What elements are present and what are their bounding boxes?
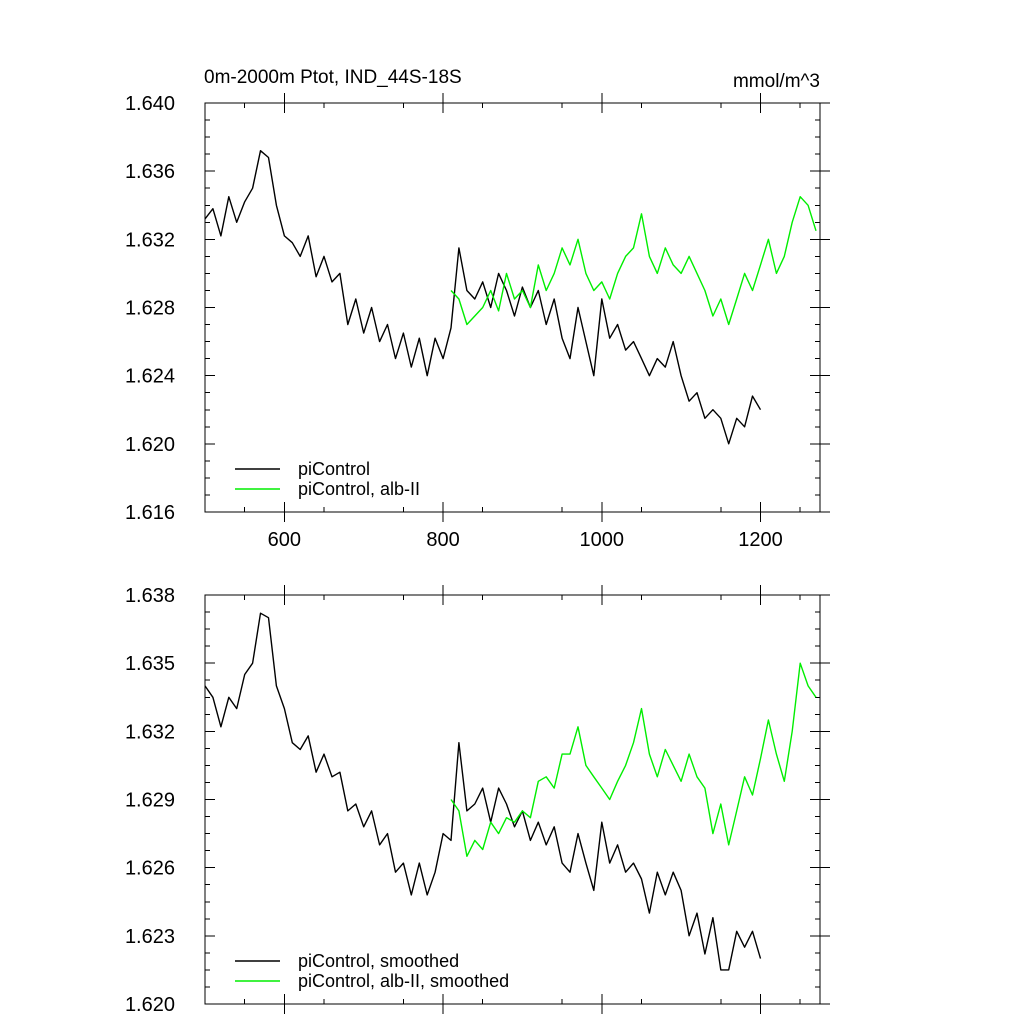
y-tick-label: 1.632 xyxy=(125,229,175,251)
legend-label: piControl, alb-II, smoothed xyxy=(298,971,509,991)
top-panel: 0m-2000m Ptot, IND_44S-18S mmol/m^3 600 8… xyxy=(125,67,830,551)
series-line-0 xyxy=(204,149,762,445)
y-tick-label: 1.616 xyxy=(125,502,175,524)
x-tick-label: 800 xyxy=(426,529,459,551)
top-title-right: mmol/m^3 xyxy=(733,71,820,92)
legend-label: piControl, alb-II xyxy=(298,479,420,499)
y-tick-label: 1.638 xyxy=(125,585,175,607)
x-tick-label: 1200 xyxy=(738,529,783,551)
series-line-1 xyxy=(450,195,817,326)
y-tick-label: 1.635 xyxy=(125,653,175,675)
y-tick-label: 1.640 xyxy=(125,93,175,115)
y-tick-label: 1.632 xyxy=(125,721,175,743)
legend-label: piControl xyxy=(298,459,370,479)
x-tick-label: 1000 xyxy=(580,529,625,551)
y-tick-label: 1.620 xyxy=(125,994,175,1016)
y-tick-label: 1.624 xyxy=(125,366,175,388)
series-line-1 xyxy=(450,662,817,857)
y-tick-label: 1.623 xyxy=(125,926,175,948)
y-tick-label: 1.620 xyxy=(125,434,175,456)
bottom-ticks: 1.620 1.623 1.626 1.629 1.632 1.635 1.638 xyxy=(125,585,830,1016)
top-title-left: 0m-2000m Ptot, IND_44S-18S xyxy=(204,67,462,88)
y-tick-label: 1.629 xyxy=(125,790,175,812)
bottom-panel: 1.620 1.623 1.626 1.629 1.632 1.635 1.638 piCo… xyxy=(125,585,830,1016)
x-tick-label: 600 xyxy=(268,529,301,551)
y-tick-label: 1.626 xyxy=(125,858,175,880)
top-series xyxy=(204,149,817,445)
y-tick-label: 1.628 xyxy=(125,298,175,320)
top-ticks: 600 800 1000 1200 1.616 1.620 1.624 1.628 1.632 1… xyxy=(125,93,830,551)
bottom-plot-frame xyxy=(204,594,821,1005)
series-line-0 xyxy=(204,612,762,971)
bottom-series xyxy=(204,612,817,971)
legend-label: piControl, smoothed xyxy=(298,951,459,971)
y-tick-label: 1.636 xyxy=(125,161,175,183)
